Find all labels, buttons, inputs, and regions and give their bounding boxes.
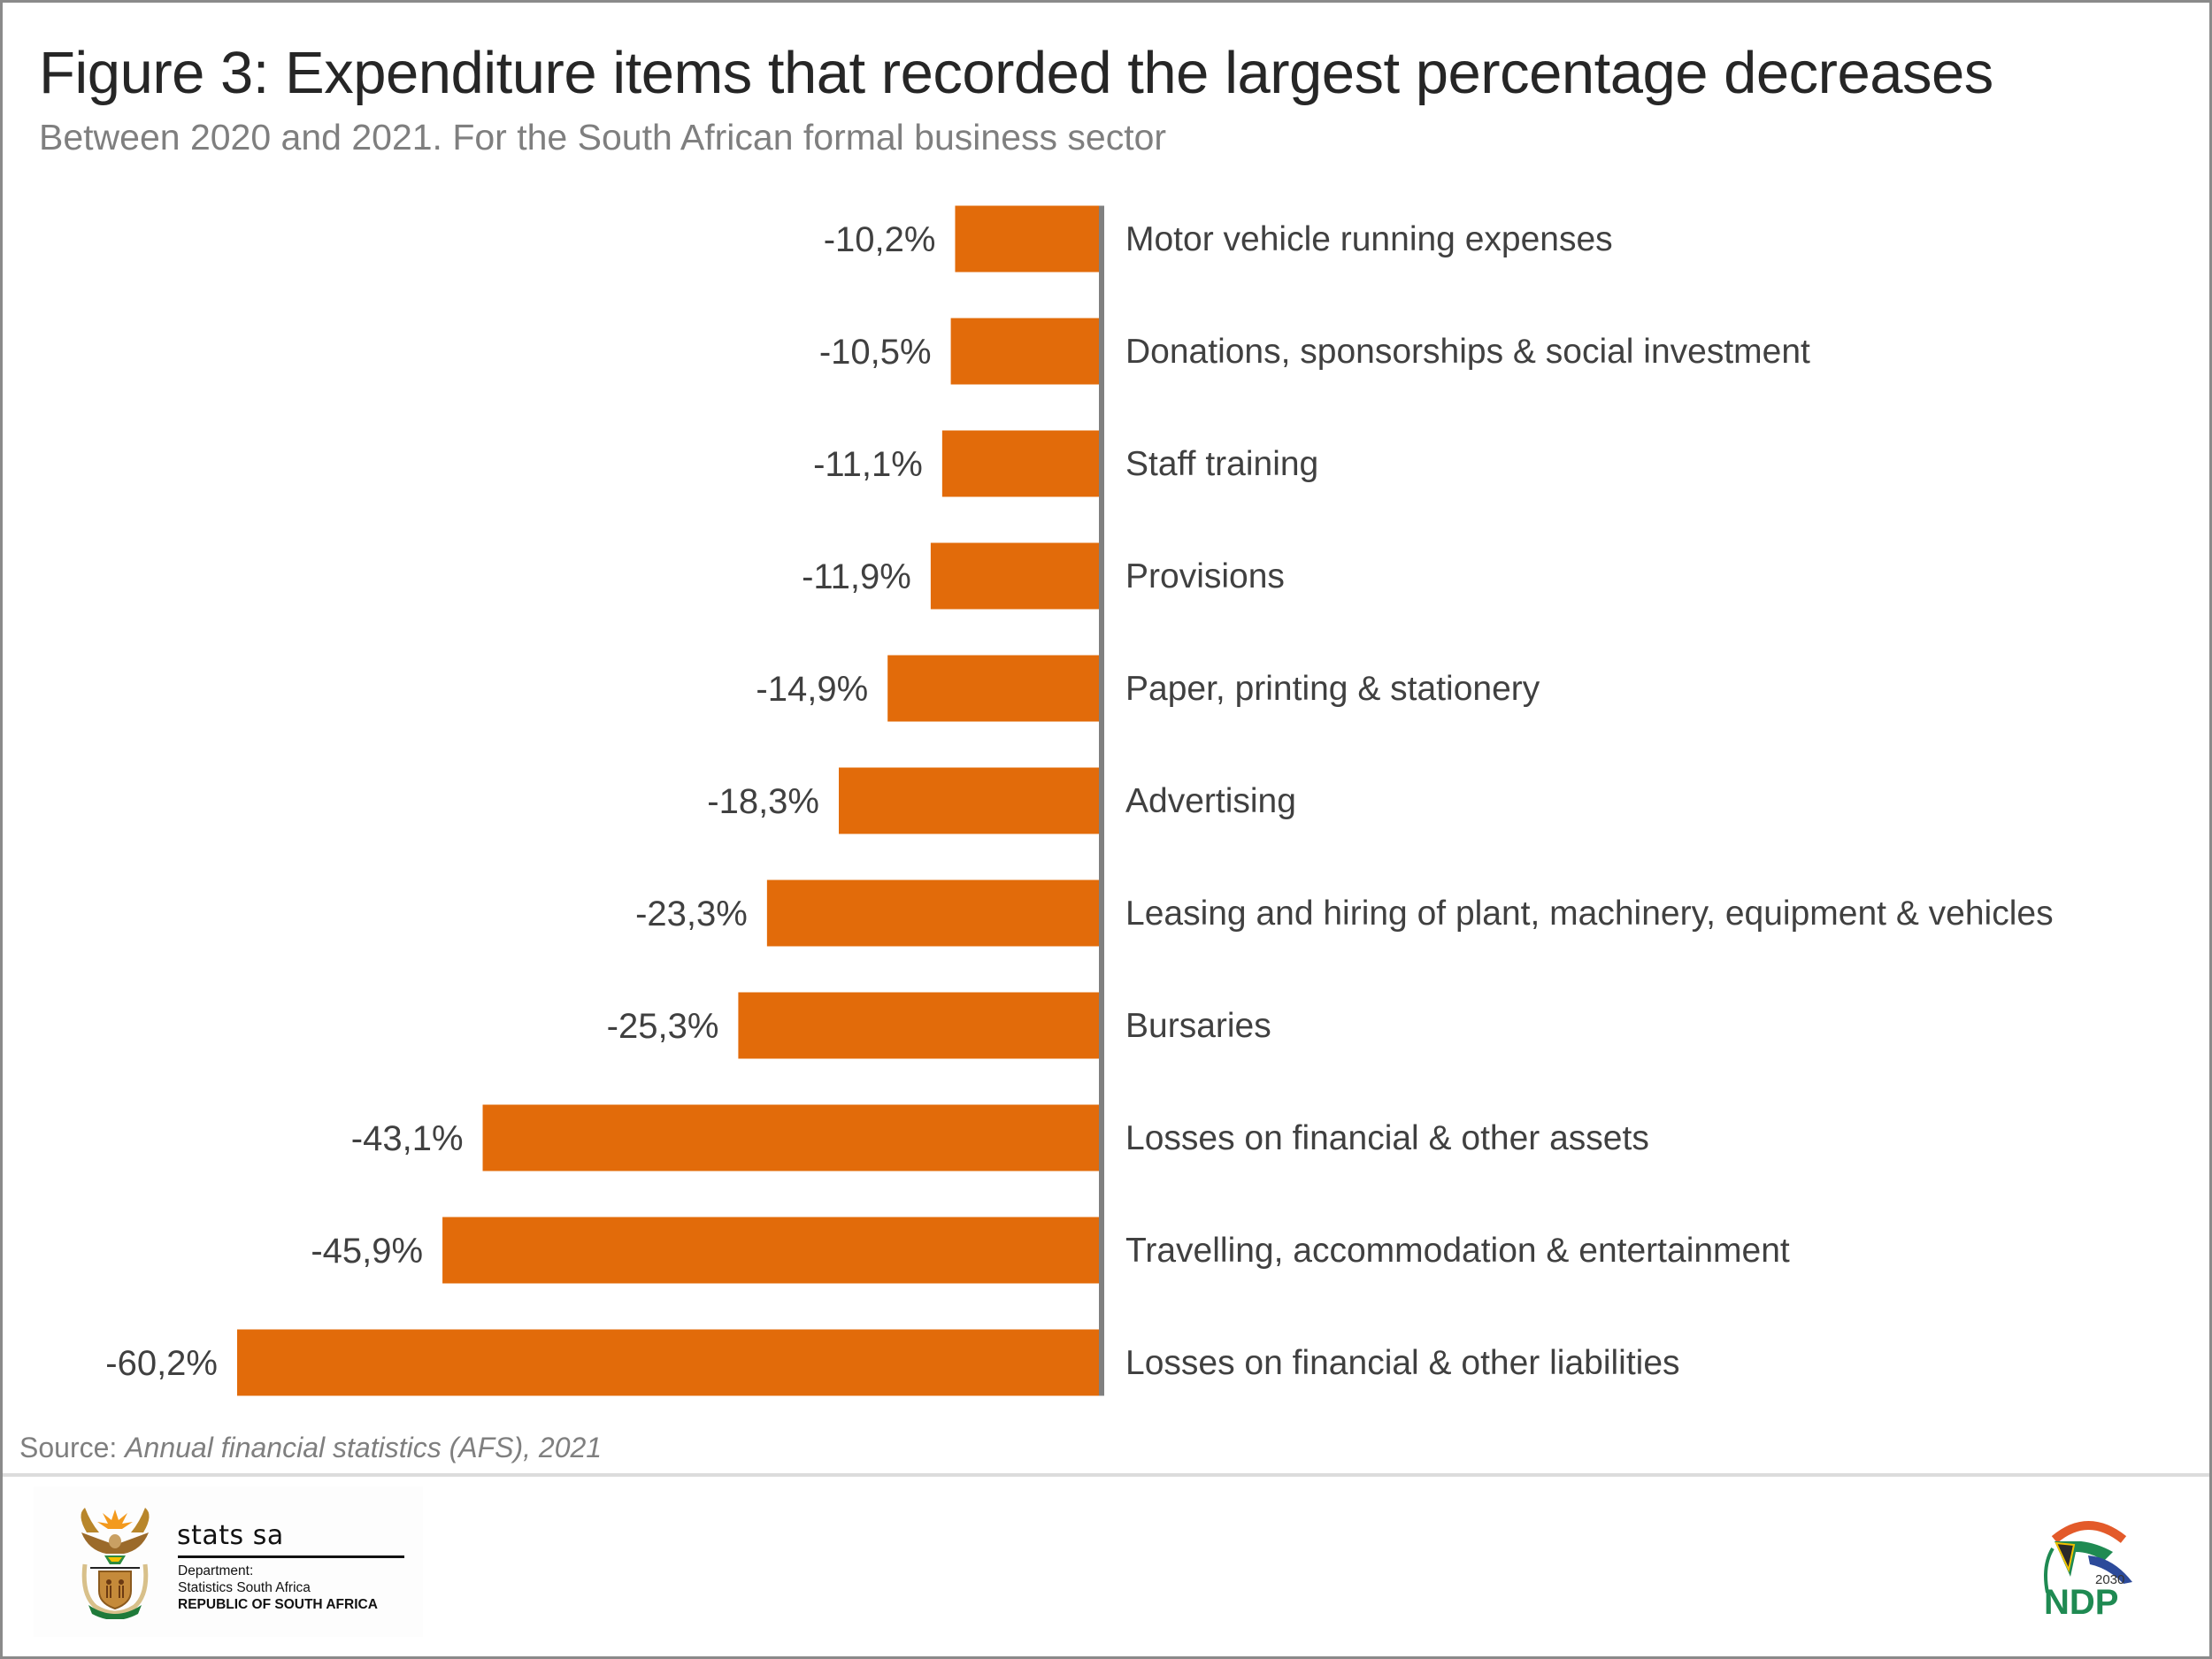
category-label: Motor vehicle running expenses xyxy=(1125,220,1613,258)
data-label: -43,1% xyxy=(351,1119,464,1158)
source-note: Source: Annual financial statistics (AFS… xyxy=(19,1432,602,1464)
stats-sa-wordmark: stats sa xyxy=(177,1520,284,1551)
category-label: Losses on financial & other assets xyxy=(1125,1119,1649,1157)
category-label: Bursaries xyxy=(1125,1007,1271,1045)
chart-title: Figure 3: Expenditure items that recorde… xyxy=(39,40,1993,106)
bar xyxy=(738,992,1102,1059)
department-line-3: REPUBLIC OF SOUTH AFRICA xyxy=(178,1597,378,1612)
data-label: -14,9% xyxy=(756,670,868,709)
data-label: -11,9% xyxy=(802,557,911,596)
bar xyxy=(955,205,1102,273)
category-label: Travelling, accommodation & entertainmen… xyxy=(1125,1232,1790,1270)
category-label: Donations, sponsorships & social investm… xyxy=(1125,333,1810,371)
category-labels-group: Motor vehicle running expenses Donations,… xyxy=(1125,220,2054,1382)
bar xyxy=(887,655,1102,722)
data-label: -60,2% xyxy=(105,1344,218,1383)
bar xyxy=(941,430,1102,497)
data-label: -10,5% xyxy=(819,333,932,372)
data-label: -23,3% xyxy=(635,895,748,933)
department-line-2: Statistics South Africa xyxy=(178,1580,311,1595)
data-label: -45,9% xyxy=(311,1232,423,1271)
data-label: -11,1% xyxy=(813,445,923,484)
bar xyxy=(442,1217,1102,1284)
bar xyxy=(482,1104,1102,1171)
data-label: -10,2% xyxy=(824,220,936,259)
data-label: -25,3% xyxy=(607,1007,719,1046)
data-label: -18,3% xyxy=(707,782,819,821)
category-label: Losses on financial & other liabilities xyxy=(1125,1344,1680,1382)
category-label: Advertising xyxy=(1125,782,1296,820)
chart-subtitle: Between 2020 and 2021. For the South Afr… xyxy=(39,117,1167,157)
source-title: Annual financial statistics (AFS), 2021 xyxy=(125,1432,603,1463)
department-line-1: Department: xyxy=(178,1563,254,1578)
bar xyxy=(930,542,1102,610)
source-prefix: Source: xyxy=(19,1432,126,1463)
coat-of-arms-icon xyxy=(81,1508,150,1619)
category-label: Leasing and hiring of plant, machinery, … xyxy=(1125,895,2054,933)
ndp-wordmark: NDP xyxy=(2044,1583,2118,1619)
ndp-year: 2030 xyxy=(2095,1572,2124,1587)
department-text: Department: Statistics South Africa REPU… xyxy=(178,1563,378,1613)
category-label: Staff training xyxy=(1125,445,1318,483)
stats-sa-logo: stats sa Department: Statistics South Af… xyxy=(34,1486,423,1637)
bar xyxy=(237,1329,1102,1396)
category-label: Paper, printing & stationery xyxy=(1125,670,1540,708)
ndp-2030-logo: 2030 NDP xyxy=(2044,1521,2132,1619)
bars-group xyxy=(237,205,1102,1396)
category-label: Provisions xyxy=(1125,557,1285,595)
bar-chart: -10,2% -10,5% -11,1% -11,9% -14,9% -18,3% -23,… xyxy=(105,205,2054,1396)
bar xyxy=(766,879,1102,947)
bar xyxy=(950,318,1102,385)
bar xyxy=(839,767,1102,834)
wordmark-underline xyxy=(178,1555,404,1558)
value-labels-group: -10,2% -10,5% -11,1% -11,9% -14,9% -18,3% -23,… xyxy=(105,220,935,1383)
footer-separator xyxy=(3,1473,2209,1477)
